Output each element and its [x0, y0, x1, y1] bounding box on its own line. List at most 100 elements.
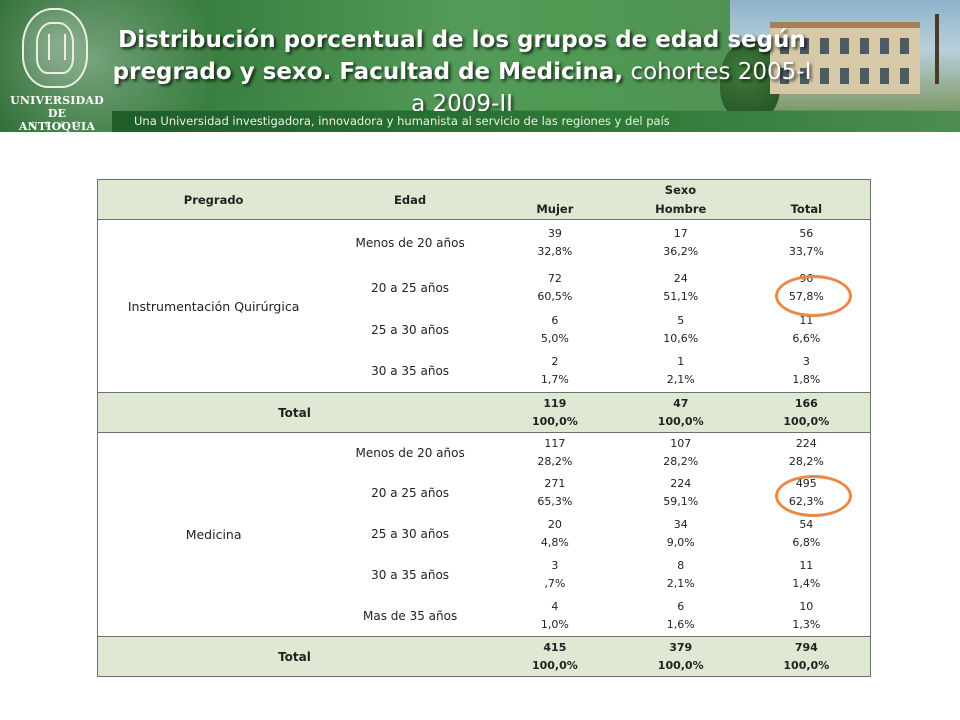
edad-cell: 25 a 30 años: [371, 527, 450, 541]
total-total-percent: 100,0%: [783, 658, 830, 672]
program-cell: Instrumentación Quirúrgica: [127, 298, 300, 314]
hombre-cell: 17 36,2%: [619, 220, 743, 267]
total-count: 11: [799, 559, 814, 572]
mujer-percent: 1,7%: [540, 373, 569, 387]
table-row: Instrumentación Quirúrgica Menos de 20 añ…: [98, 220, 871, 313]
mujer-percent: 28,2%: [537, 454, 573, 468]
total-mujer-cell: 119 100,0%: [490, 392, 619, 433]
banner-light-band: [110, 0, 810, 110]
mujer-percent: ,7%: [544, 577, 566, 590]
table-row: Mas de 35 años 4 1,0% 6 1,6% 10 1,3%: [98, 596, 871, 637]
total-hombre-count: 47: [673, 396, 689, 410]
hombre-cell: 34 9,0%: [619, 514, 743, 555]
total-hombre-cell: 47 100,0%: [618, 392, 743, 433]
total-percent: 1,3%: [792, 617, 821, 631]
slide-title-bold: Distribución porcentual de los grupos de…: [112, 27, 806, 85]
hombre-percent: 1,6%: [666, 617, 695, 631]
hombre-cell: 224 59,1%: [619, 473, 743, 514]
hombre-cell: 107 28,2%: [619, 433, 743, 473]
edad-cell: 30 a 35 años: [371, 364, 450, 379]
building-facade: [770, 22, 920, 94]
hombre-cell: 5 10,6%: [619, 309, 743, 351]
mujer-percent: 1,0%: [540, 617, 569, 631]
total-hombre-count: 379: [669, 640, 693, 654]
total-cell: 3 1,8%: [743, 351, 871, 393]
total-count: 3: [802, 355, 810, 369]
mujer-count: 2: [551, 355, 559, 369]
subtitle-bar: [112, 111, 960, 132]
hombre-cell: 1 2,1%: [619, 351, 743, 393]
building-photo: [720, 0, 960, 120]
total-count: 224: [795, 436, 817, 450]
hombre-percent: 2,1%: [666, 577, 695, 590]
total-mujer-percent: 100,0%: [531, 658, 578, 672]
mujer-count: 3: [551, 559, 559, 572]
total-total-count: 166: [794, 396, 818, 410]
mujer-percent: 65,3%: [537, 495, 573, 508]
mujer-percent: 4,8%: [540, 536, 569, 549]
program-cell: Medicina: [185, 527, 242, 542]
col-edad: Edad: [329, 179, 491, 220]
total-row: Total 415 100,0% 379 100,0% 794 100,0%: [97, 636, 871, 677]
mujer-cell: 72 60,5%: [491, 267, 619, 309]
mujer-count: 72: [547, 271, 562, 285]
total-cell: 56 33,7%: [743, 220, 871, 267]
hombre-count: 8: [677, 559, 685, 572]
hombre-percent: 10,6%: [663, 331, 699, 345]
mujer-cell: 117 28,2%: [491, 433, 619, 473]
logo-line-3: 1 8 0 3: [30, 121, 84, 129]
col-pregrado: Pregrado: [97, 179, 330, 220]
total-mujer-percent: 100,0%: [531, 414, 578, 428]
total-mujer-cell: 415 100,0%: [490, 636, 619, 677]
total-percent: 6,8%: [792, 536, 821, 549]
total-percent: 1,4%: [792, 577, 821, 590]
hombre-count: 34: [673, 518, 688, 531]
edad-cell: Menos de 20 años: [355, 445, 465, 460]
total-cell: 11 1,4%: [743, 555, 871, 596]
total-cell: 224 28,2%: [743, 433, 871, 473]
table-row: 25 a 30 años 20 4,8% 34 9,0% 54 6,8%: [98, 514, 871, 555]
total-hombre-percent: 100,0%: [657, 414, 704, 428]
hombre-count: 1: [677, 355, 685, 369]
hombre-percent: 28,2%: [663, 454, 699, 468]
university-seal-icon: [22, 8, 88, 88]
total-count: 56: [799, 227, 814, 241]
hombre-percent: 36,2%: [663, 245, 699, 259]
mujer-count: 117: [544, 436, 566, 450]
col-sexo: Sexo: [664, 182, 697, 197]
edad-cell: 20 a 25 años: [371, 280, 450, 295]
mujer-percent: 32,8%: [537, 245, 573, 259]
logo-line-1: UNIVERSIDAD: [10, 94, 104, 107]
total-count: 54: [799, 518, 814, 531]
total-mujer-count: 119: [543, 396, 567, 410]
total-total-count: 794: [794, 640, 818, 654]
col-hombre: Hombre: [618, 199, 743, 220]
table-row: 30 a 35 años 3,7% 8 2,1% 11 1,4%: [98, 555, 871, 596]
total-percent: 28,2%: [788, 454, 824, 468]
header-row: Pregrado Edad Sexo: [97, 179, 871, 220]
total-percent: 1,8%: [792, 373, 821, 387]
col-mujer: Mujer: [490, 199, 619, 220]
mujer-cell: 2 1,7%: [491, 351, 619, 393]
total-label: Total: [97, 392, 491, 433]
total-label: Total: [97, 636, 491, 677]
mujer-percent: 60,5%: [537, 289, 573, 303]
total-count: 10: [799, 599, 814, 613]
mujer-count: 271: [544, 477, 566, 490]
hombre-percent: 51,1%: [663, 289, 699, 303]
total-percent: 33,7%: [788, 245, 824, 259]
edad-cell: Mas de 35 años: [362, 608, 458, 623]
mujer-cell: 20 4,8%: [491, 514, 619, 555]
mujer-cell: 39 32,8%: [491, 220, 619, 267]
total-cell: 10 1,3%: [743, 596, 871, 637]
total-total-cell: 166 100,0%: [742, 392, 871, 433]
age-distribution-table: Pregrado Edad Sexo Mujer Hombre Total In…: [97, 179, 871, 677]
slide-subtitle: Una Universidad investigadora, innovador…: [134, 114, 670, 128]
header-banner: UNIVERSIDAD DE ANTIOQUIA 1 8 0 3 Distrib…: [0, 0, 960, 132]
hombre-count: 5: [677, 313, 685, 327]
hombre-count: 6: [677, 599, 685, 613]
hombre-percent: 59,1%: [663, 495, 699, 508]
mujer-count: 6: [551, 313, 559, 327]
total-percent: 6,6%: [792, 331, 821, 345]
total-hombre-percent: 100,0%: [657, 658, 704, 672]
